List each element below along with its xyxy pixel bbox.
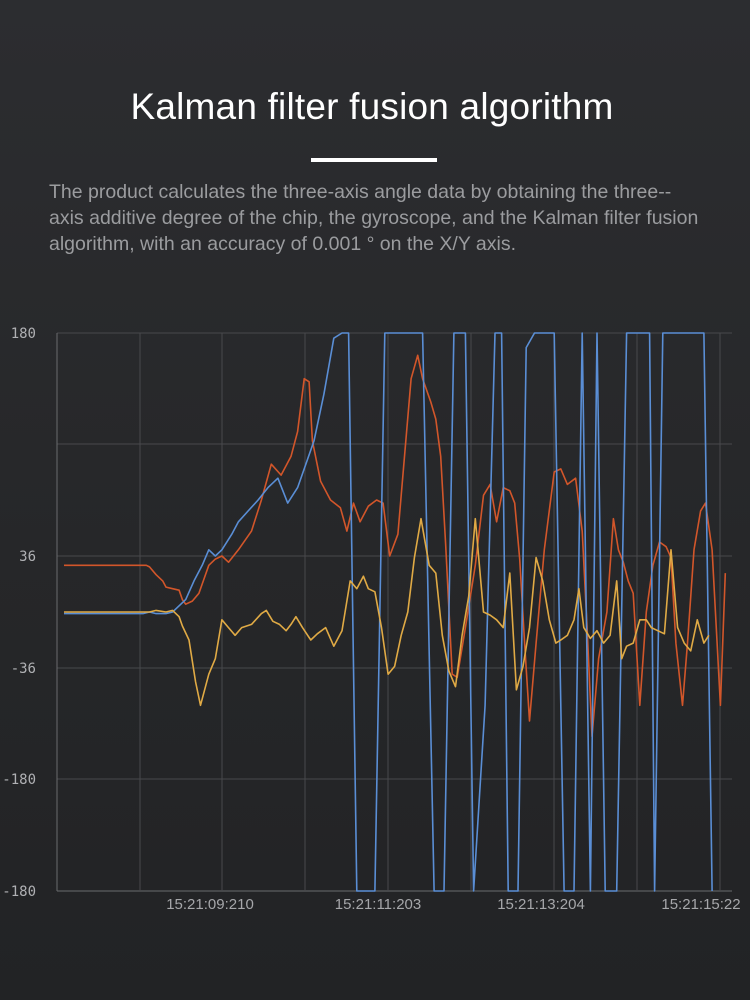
- y-tick-label: -180: [2, 772, 36, 788]
- description: The product calculates the three-axis an…: [49, 181, 699, 255]
- chart-grid: [56, 332, 732, 892]
- series-lines: [64, 332, 727, 892]
- title-underline: [311, 158, 437, 162]
- y-tick-label: 180: [11, 326, 36, 342]
- y-tick-label: -36: [11, 661, 36, 677]
- x-axis-ticks: 15:21:09:210 15:21:11:203 15:21:13:204 15:2…: [166, 896, 740, 913]
- x-tick-label: 15:21:15:22: [661, 896, 740, 913]
- x-tick-label: 15:21:13:204: [497, 896, 585, 913]
- x-tick-label: 15:21:09:210: [166, 896, 254, 913]
- series-line-1: [64, 354, 727, 738]
- y-tick-label: -180: [2, 884, 36, 900]
- y-tick-label: 36: [19, 549, 36, 565]
- page-title: Kalman filter fusion algorithm: [130, 86, 614, 127]
- angle-line-chart: 180 36 -36 -180 -180 15:21:09:210 15:21:11:20…: [2, 326, 740, 913]
- x-tick-label: 15:21:11:203: [335, 896, 421, 913]
- series-line-2: [64, 332, 713, 892]
- series-line-3: [64, 517, 710, 707]
- y-axis-ticks: 180 36 -36 -180 -180: [2, 326, 36, 900]
